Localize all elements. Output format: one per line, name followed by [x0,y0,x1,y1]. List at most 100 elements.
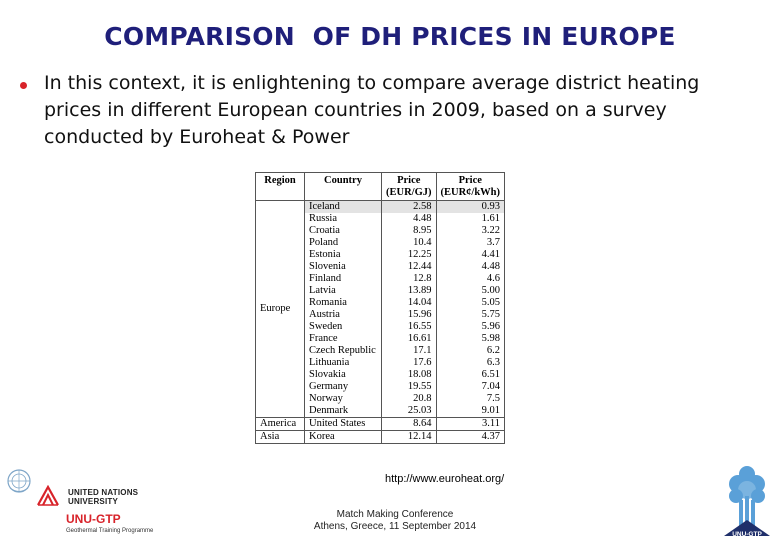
country-cell: Romania [304,297,382,309]
price-kwh-cell: 7.04 [435,381,506,393]
table-row: Romania 14.04 5.05 [256,297,506,309]
price-gj-cell: 12.8 [381,273,437,285]
price-kwh-cell: 4.37 [435,430,506,444]
price-kwh-cell: 6.2 [435,345,506,357]
table-row: Europe Iceland 2.58 0.93 [255,200,506,418]
country-cell: Iceland [304,200,382,213]
country-cell: Germany [304,381,382,393]
price-kwh-cell: 5.00 [435,285,506,297]
country-cell: Korea [304,430,382,444]
price-kwh-cell: 5.96 [435,321,506,333]
conference-location-date: Athens, Greece, 11 September 2014 [313,521,477,532]
unu-name: UNITED NATIONS UNIVERSITY [68,488,139,506]
price-gj-cell: 20.8 [381,393,437,405]
price-kwh-cell: 4.48 [435,261,506,273]
slide-title: COMPARISON OF DH PRICES IN EUROPE [104,22,676,51]
country-cell: Norway [304,393,382,405]
source-link: http://www.euroheat.org/ [385,473,505,485]
bullet-text: In this context, it is enlightening to c… [44,72,700,148]
price-gj-cell: 8.64 [381,417,437,431]
table-row: Slovenia 12.44 4.48 [256,261,506,273]
country-cell: Estonia [304,249,382,261]
price-kwh-cell: 4.6 [435,273,506,285]
price-kwh-cell: 6.3 [435,357,506,369]
price-gj-cell: 12.44 [381,261,437,273]
table-row: Asia Korea 12.14 4.37 [255,430,506,444]
conference-name: Match Making Conference [336,509,454,520]
table-header-row: Region Country Price (EUR/GJ) Price (EUR¢/… [255,172,506,201]
table-row: Austria 15.96 5.75 [256,309,506,321]
price-gj-cell: 12.14 [381,430,437,444]
table-row: Germany 19.55 7.04 [256,381,506,393]
country-cell: Denmark [304,405,382,418]
price-gj-cell: 25.03 [381,405,437,418]
tree-logo-label: UNU-GTP [732,531,762,538]
country-cell: Croatia [304,225,382,237]
unu-gtp-tree-logo: UNU-GTP [724,466,770,538]
price-gj-cell: 13.89 [381,285,437,297]
table-row: America United States 8.64 3.11 [255,417,506,431]
price-kwh-cell: 0.93 [435,200,506,213]
country-cell: Poland [304,237,382,249]
country-cell: Latvia [304,285,382,297]
bullet-point: In this context, it is enlightening to c… [20,70,740,151]
price-gj-cell: 16.61 [381,333,437,345]
table-row: Croatia 8.95 3.22 [256,225,506,237]
table-body: Europe Iceland 2.58 0.93 Russia 4.48 1.61 Croat… [255,200,506,444]
price-gj-cell: 16.55 [381,321,437,333]
conference-footer: Match Making Conference Athens, Greece, … [250,509,540,533]
price-kwh-cell: 3.22 [435,225,506,237]
unu-gtp-label: UNU-GTP [66,512,121,526]
price-kwh-cell: 1.61 [435,213,506,225]
table-row: Poland 10.4 3.7 [256,237,506,249]
price-gj-cell: 2.58 [381,200,437,213]
country-cell: Finland [304,273,382,285]
region-cell: Asia [255,430,305,444]
header-region: Region [255,172,305,201]
country-cell: Lithuania [304,357,382,369]
header-country: Country [304,172,382,201]
table-row: Finland 12.8 4.6 [256,273,506,285]
table-row: Estonia 12.25 4.41 [256,249,506,261]
table-row: France 16.61 5.98 [256,333,506,345]
price-gj-cell: 4.48 [381,213,437,225]
price-gj-cell: 17.6 [381,357,437,369]
price-gj-cell: 15.96 [381,309,437,321]
price-gj-cell: 19.55 [381,381,437,393]
price-table: Region Country Price (EUR/GJ) Price (EUR¢/… [255,172,506,444]
region-cell: Europe [255,200,305,418]
price-kwh-cell: 3.7 [435,237,506,249]
price-kwh-cell: 3.11 [435,417,506,431]
country-cell: France [304,333,382,345]
price-kwh-cell: 7.5 [435,393,506,405]
unu-logo-icon [37,485,59,506]
table-row: Norway 20.8 7.5 [256,393,506,405]
country-cell: Slovakia [304,369,382,381]
un-emblem-icon [7,469,31,493]
table-row: Latvia 13.89 5.00 [256,285,506,297]
table-row: Lithuania 17.6 6.3 [256,357,506,369]
unu-programme-label: Geothermal Training Programme [66,528,154,534]
price-gj-cell: 12.25 [381,249,437,261]
header-price-kwh: Price (EUR¢/kWh) [435,172,506,201]
price-gj-cell: 18.08 [381,369,437,381]
price-gj-cell: 17.1 [381,345,437,357]
price-kwh-cell: 4.41 [435,249,506,261]
country-cell: United States [304,417,382,431]
price-kwh-cell: 5.05 [435,297,506,309]
price-gj-cell: 14.04 [381,297,437,309]
bullet-dot-icon [20,82,27,89]
header-price-gj: Price (EUR/GJ) [381,172,437,201]
country-cell: Austria [304,309,382,321]
price-kwh-cell: 5.98 [435,333,506,345]
country-cell: Czech Republic [304,345,382,357]
price-kwh-cell: 5.75 [435,309,506,321]
table-row: Russia 4.48 1.61 [256,213,506,225]
country-cell: Sweden [304,321,382,333]
price-kwh-cell: 9.01 [435,405,506,418]
table-row: Sweden 16.55 5.96 [256,321,506,333]
table-row: Slovakia 18.08 6.51 [256,369,506,381]
country-cell: Slovenia [304,261,382,273]
table-row: Czech Republic 17.1 6.2 [256,345,506,357]
table-row: Denmark 25.03 9.01 [256,405,506,418]
